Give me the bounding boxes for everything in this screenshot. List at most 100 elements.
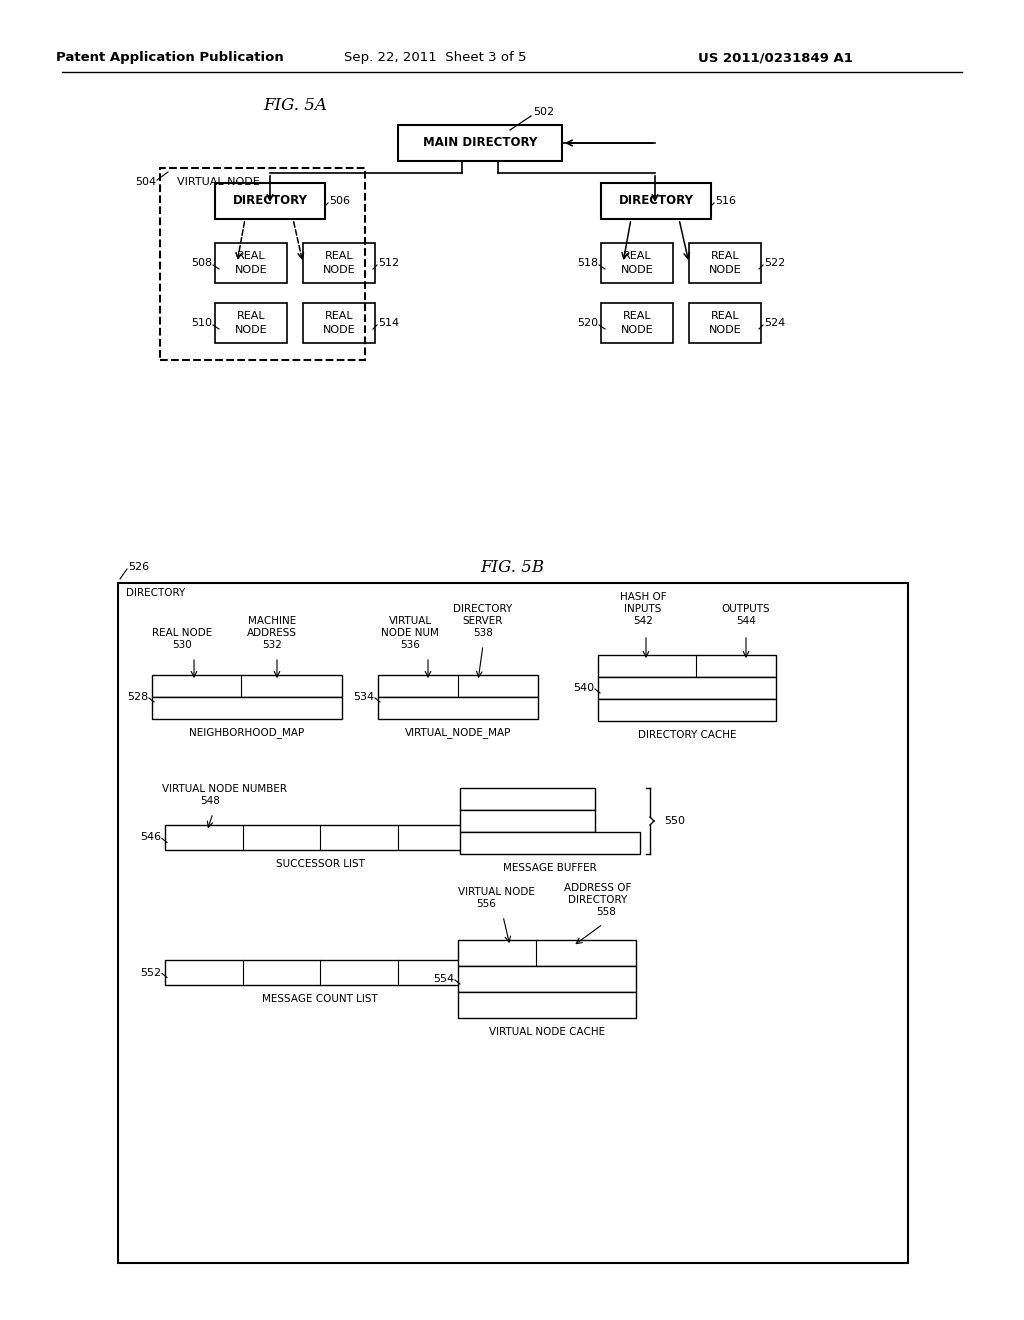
Text: 518: 518 [577, 257, 598, 268]
Text: VIRTUAL NODE: VIRTUAL NODE [176, 177, 259, 187]
Text: 542: 542 [633, 616, 653, 626]
Bar [398, 125, 562, 161]
Text: 522: 522 [764, 257, 785, 268]
Text: 508: 508 [190, 257, 212, 268]
Text: 528: 528 [127, 692, 148, 702]
Text: 538: 538 [473, 628, 493, 638]
Text: 546: 546 [140, 833, 161, 842]
Bar [460, 788, 595, 810]
Text: REAL: REAL [623, 312, 651, 321]
Text: VIRTUAL NODE CACHE: VIRTUAL NODE CACHE [488, 1027, 605, 1038]
Text: DIRECTORY: DIRECTORY [454, 605, 513, 614]
Text: 506: 506 [329, 195, 350, 206]
Bar [689, 304, 761, 343]
Text: NODE: NODE [621, 265, 653, 275]
Text: 554: 554 [433, 974, 454, 983]
Text: NODE: NODE [234, 265, 267, 275]
Text: Patent Application Publication: Patent Application Publication [56, 51, 284, 65]
Text: REAL: REAL [237, 251, 265, 261]
Bar [460, 832, 640, 854]
Text: NODE: NODE [709, 325, 741, 335]
Text: 532: 532 [262, 640, 282, 649]
Text: 544: 544 [736, 616, 756, 626]
Text: 540: 540 [572, 682, 594, 693]
Text: NODE: NODE [709, 265, 741, 275]
Text: DIRECTORY CACHE: DIRECTORY CACHE [638, 730, 736, 741]
Text: 516: 516 [715, 195, 736, 206]
Bar [165, 825, 475, 850]
Text: 534: 534 [353, 692, 374, 702]
Text: ADDRESS OF: ADDRESS OF [564, 883, 632, 894]
Bar [689, 243, 761, 282]
Text: 520: 520 [577, 318, 598, 327]
Text: OUTPUTS: OUTPUTS [722, 605, 770, 614]
Bar [598, 700, 776, 721]
Text: ADDRESS: ADDRESS [247, 628, 297, 638]
Text: DIRECTORY: DIRECTORY [618, 194, 693, 207]
Text: VIRTUAL: VIRTUAL [388, 616, 431, 626]
Text: 514: 514 [378, 318, 399, 327]
Bar [165, 960, 475, 985]
Text: DIRECTORY: DIRECTORY [126, 587, 185, 598]
Text: FIG. 5A: FIG. 5A [263, 96, 327, 114]
Text: 502: 502 [534, 107, 554, 117]
Text: HASH OF: HASH OF [620, 591, 667, 602]
Text: NODE: NODE [621, 325, 653, 335]
Text: DIRECTORY: DIRECTORY [232, 194, 307, 207]
Text: REAL: REAL [325, 251, 353, 261]
Text: SUCCESSOR LIST: SUCCESSOR LIST [275, 859, 365, 869]
Bar [160, 168, 365, 360]
Text: VIRTUAL_NODE_MAP: VIRTUAL_NODE_MAP [404, 727, 511, 738]
Text: MACHINE: MACHINE [248, 616, 296, 626]
Bar [118, 583, 908, 1263]
Text: NEIGHBORHOOD_MAP: NEIGHBORHOOD_MAP [189, 727, 304, 738]
Bar [598, 677, 776, 700]
Bar [598, 655, 776, 677]
Text: 524: 524 [764, 318, 785, 327]
Text: SERVER: SERVER [463, 616, 503, 626]
Bar [458, 993, 636, 1018]
Text: 558: 558 [596, 907, 616, 917]
Bar [458, 966, 636, 993]
Text: 526: 526 [128, 562, 150, 572]
Bar [152, 675, 342, 697]
Text: REAL: REAL [325, 312, 353, 321]
Text: 504: 504 [135, 177, 156, 187]
Text: NODE: NODE [234, 325, 267, 335]
Text: FIG. 5B: FIG. 5B [480, 560, 544, 577]
Text: MESSAGE BUFFER: MESSAGE BUFFER [503, 863, 597, 873]
Text: NODE NUM: NODE NUM [381, 628, 439, 638]
Text: NODE: NODE [323, 325, 355, 335]
Text: MESSAGE COUNT LIST: MESSAGE COUNT LIST [262, 994, 378, 1005]
Text: REAL: REAL [711, 312, 739, 321]
Text: MAIN DIRECTORY: MAIN DIRECTORY [423, 136, 538, 149]
Bar [460, 810, 595, 832]
Text: REAL: REAL [711, 251, 739, 261]
Text: REAL NODE: REAL NODE [152, 628, 212, 638]
Text: VIRTUAL NODE: VIRTUAL NODE [458, 887, 535, 898]
Text: 512: 512 [378, 257, 399, 268]
Text: 536: 536 [400, 640, 420, 649]
Bar [458, 940, 636, 966]
Bar [601, 243, 673, 282]
Bar [378, 675, 538, 697]
Bar [601, 183, 711, 219]
Text: NODE: NODE [323, 265, 355, 275]
Text: Sep. 22, 2011  Sheet 3 of 5: Sep. 22, 2011 Sheet 3 of 5 [344, 51, 526, 65]
Text: 510: 510 [191, 318, 212, 327]
Text: 548: 548 [200, 796, 220, 807]
Text: 556: 556 [476, 899, 496, 909]
Bar [303, 243, 375, 282]
Text: 552: 552 [140, 968, 161, 978]
Text: 530: 530 [172, 640, 191, 649]
Text: REAL: REAL [237, 312, 265, 321]
Text: US 2011/0231849 A1: US 2011/0231849 A1 [697, 51, 852, 65]
Bar [303, 304, 375, 343]
Bar [152, 697, 342, 719]
Text: INPUTS: INPUTS [625, 605, 662, 614]
Bar [215, 183, 325, 219]
Text: DIRECTORY: DIRECTORY [568, 895, 628, 906]
Bar [378, 697, 538, 719]
Bar [215, 304, 287, 343]
Text: VIRTUAL NODE NUMBER: VIRTUAL NODE NUMBER [163, 784, 288, 795]
